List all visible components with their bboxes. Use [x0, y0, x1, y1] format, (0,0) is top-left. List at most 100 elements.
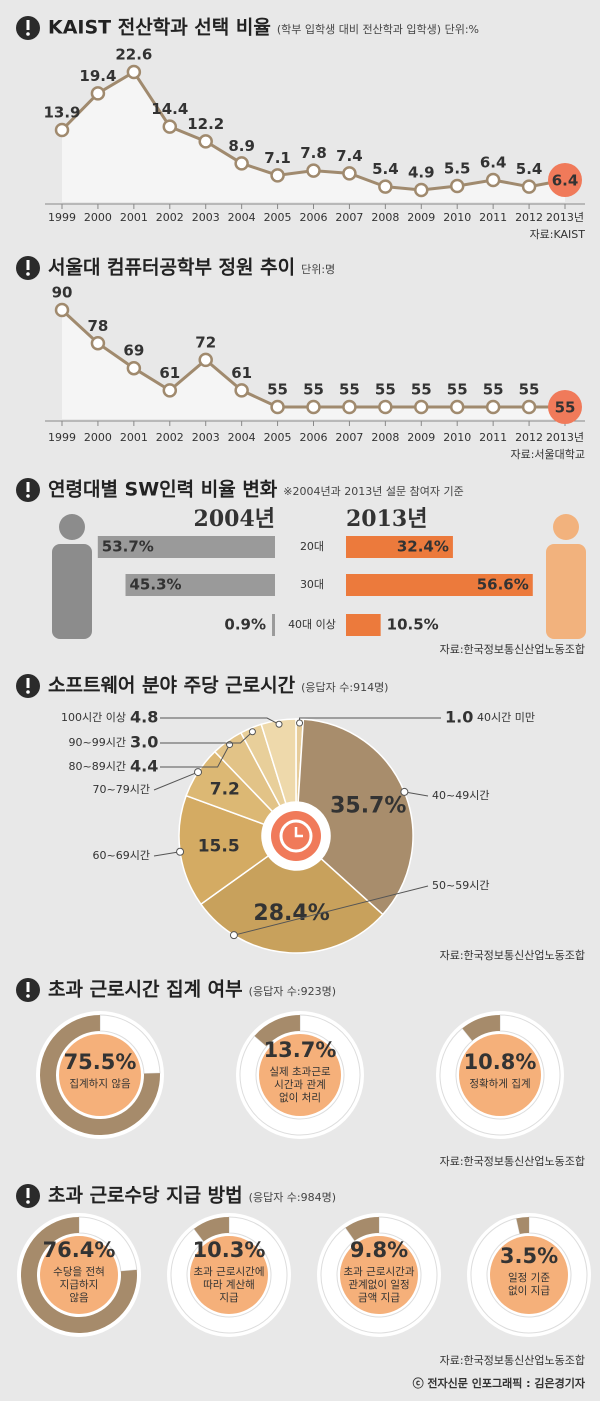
- point: [485, 172, 501, 188]
- value-label: 3.5%: [500, 1244, 558, 1268]
- point: [306, 163, 321, 178]
- value-label: 53.7%: [102, 538, 154, 556]
- value-label: 55: [411, 381, 432, 399]
- x-tick-label: 1999: [48, 431, 76, 444]
- leader-dot: [275, 720, 283, 728]
- category-label: 초과 근로시간과: [344, 1266, 415, 1278]
- section-subtitle: ※2004년과 2013년 설문 참여자 기준: [283, 485, 463, 498]
- value-label: 55: [339, 381, 360, 399]
- x-tick-label: 2000: [84, 431, 112, 444]
- category-label: 관계없이 일정: [348, 1278, 409, 1291]
- value-label: 5.4: [516, 160, 543, 178]
- leader-dot: [296, 719, 304, 727]
- x-tick-label: 2005: [264, 211, 292, 224]
- point: [198, 134, 213, 149]
- ring-rest: [470, 1216, 588, 1334]
- leader-line: [160, 731, 253, 744]
- x-tick-label: 2012: [515, 431, 543, 444]
- ring-inner: [259, 1034, 341, 1116]
- point: [54, 122, 70, 138]
- section-title: 초과 근로수당 지급 방법: [48, 1185, 243, 1207]
- x-tick-label: 2006: [300, 431, 328, 444]
- point: [414, 399, 429, 415]
- category-label: 100시간 이상: [61, 711, 126, 724]
- header-icon-mark: [26, 20, 30, 30]
- leader-dot: [229, 931, 238, 940]
- highlight-point: [548, 163, 582, 197]
- value-label: 55: [483, 381, 504, 399]
- section-subtitle: 단위:명: [301, 263, 335, 276]
- value-label: 55: [447, 381, 468, 399]
- source: 자료:한국정보통신산업노동조합: [440, 1155, 585, 1168]
- value-label: 12.2: [187, 115, 224, 133]
- value-label: 6.4: [480, 154, 507, 172]
- x-tick-label: 2001: [120, 211, 148, 224]
- x-tick-label: 2012: [515, 211, 543, 224]
- value-label: 7.2: [210, 780, 240, 800]
- x-tick-label: 2008: [371, 431, 399, 444]
- category-label: 60~69시간: [93, 849, 150, 862]
- ring-share: [462, 1015, 500, 1041]
- x-tick-label: 2010: [443, 211, 471, 224]
- category-label: 금액 지급: [358, 1292, 400, 1304]
- section-title: KAIST 전산학과 선택 비율: [48, 17, 271, 39]
- area: [62, 310, 565, 419]
- value-label: 56.6%: [477, 576, 529, 594]
- ring-share: [345, 1217, 379, 1241]
- source: 자료:한국정보통신산업노동조합: [440, 949, 585, 962]
- header-icon-mark: [26, 482, 30, 492]
- ring-inner: [190, 1236, 268, 1314]
- section-title: 소프트웨어 분야 주당 근로시간: [48, 675, 296, 697]
- category-label: 초과 근로시간에: [194, 1266, 265, 1278]
- value-label: 3.0: [130, 733, 158, 752]
- x-tick-label: 2011: [479, 431, 507, 444]
- leader-dot: [194, 768, 203, 777]
- category-label: 수당을 전혀: [53, 1266, 105, 1278]
- ring-rest: [78, 1216, 138, 1272]
- ring-share: [516, 1217, 529, 1235]
- point: [162, 383, 178, 398]
- bar: [272, 614, 275, 636]
- value-label: 9.8%: [350, 1238, 408, 1262]
- value-label: 76.4%: [43, 1238, 116, 1262]
- value-label: 5.5: [444, 160, 471, 178]
- value-label: 1.0: [445, 708, 473, 727]
- ring-rest: [239, 1014, 361, 1136]
- x-tick-label: 2002: [156, 431, 184, 444]
- leader-dot: [248, 728, 256, 736]
- point: [449, 399, 465, 415]
- point: [306, 399, 321, 415]
- source: 자료:KAIST: [530, 228, 586, 241]
- value-label: 4.9: [408, 164, 435, 182]
- header-icon-dot: [26, 1200, 30, 1204]
- value-label: 69: [123, 342, 144, 360]
- highlight-point: [548, 390, 582, 424]
- category-label: 없이 지급: [508, 1284, 550, 1297]
- ring-rest: [170, 1216, 288, 1334]
- x-tick-label: 2001: [120, 431, 148, 444]
- value-label: 61: [159, 364, 180, 382]
- point: [234, 156, 249, 171]
- ring-inner: [490, 1236, 568, 1314]
- section-subtitle: (응답자 수:984명): [249, 1191, 336, 1204]
- bar: [346, 574, 533, 596]
- ring-rest: [99, 1014, 161, 1075]
- value-label: 4.8: [130, 708, 158, 727]
- leader-line: [160, 717, 280, 725]
- x-tick-label: 2004: [228, 431, 256, 444]
- point: [126, 64, 142, 80]
- source: 자료:한국정보통신산업노동조합: [440, 1354, 585, 1367]
- clock-face: [279, 819, 313, 853]
- header-icon-dot: [26, 494, 30, 498]
- category-label: 지급하지: [60, 1278, 99, 1291]
- point: [54, 302, 70, 318]
- value-label: 14.4: [151, 100, 188, 118]
- point: [198, 352, 213, 368]
- point: [234, 383, 249, 398]
- category-label: 40시간 미만: [477, 711, 535, 724]
- x-tick-label: 2000: [84, 211, 112, 224]
- point: [270, 399, 285, 415]
- area: [62, 72, 565, 202]
- value-label: 10.8%: [464, 1050, 537, 1074]
